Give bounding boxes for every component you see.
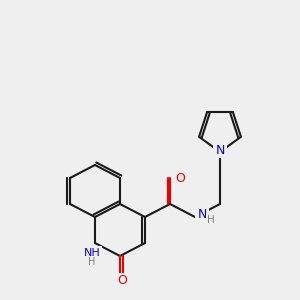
Text: N: N — [215, 143, 225, 157]
Text: O: O — [117, 274, 127, 287]
Text: NH: NH — [84, 248, 100, 258]
Text: H: H — [88, 257, 96, 267]
Text: H: H — [207, 215, 215, 225]
Text: O: O — [175, 172, 185, 184]
Text: N: N — [197, 208, 207, 220]
